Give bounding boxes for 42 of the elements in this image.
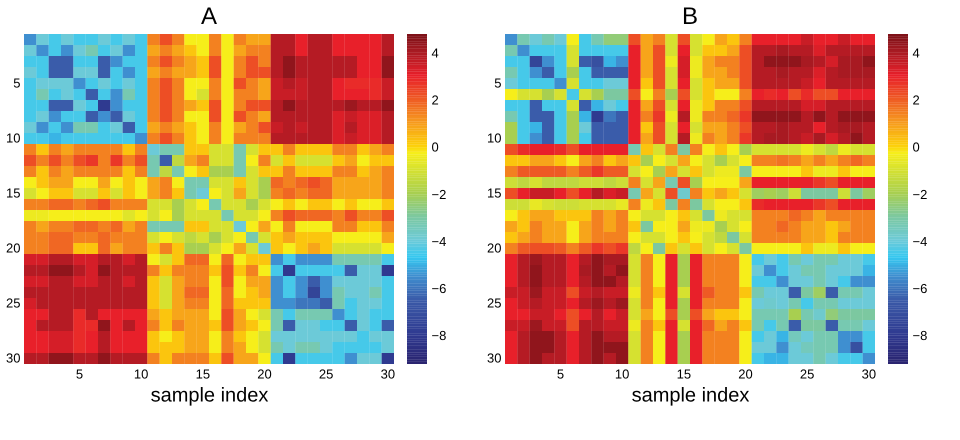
color-bar-label: 4 — [912, 45, 920, 60]
x-tick-label: 15 — [676, 366, 692, 382]
x-tick-label: 15 — [196, 366, 210, 382]
color-bar-label: −2 — [912, 186, 928, 202]
x-tick-label: 30 — [380, 366, 396, 382]
x-tick-label: 5 — [76, 366, 84, 382]
color-bar-label: −6 — [912, 281, 928, 296]
y-tick-label: 25 — [487, 296, 502, 310]
color-bar-label: 2 — [912, 92, 920, 108]
color-bar-label: 4 — [432, 45, 439, 60]
y-tick-label: 30 — [487, 350, 502, 366]
y-tick-label: 20 — [487, 240, 502, 256]
y-tick-label: 5 — [13, 76, 20, 90]
y-tick-label: 5 — [494, 76, 502, 90]
x-tick-label: 20 — [257, 366, 272, 382]
x-tick-label: 30 — [862, 366, 876, 382]
chart-title: B — [682, 3, 698, 30]
y-tick-label: 10 — [6, 130, 20, 146]
x-tick-label: 25 — [318, 366, 334, 382]
y-tick-label: 15 — [487, 186, 502, 200]
x-tick-label: 20 — [738, 366, 753, 382]
x-tick-label: 25 — [800, 366, 814, 382]
color-bar-label: −8 — [912, 328, 928, 344]
x-axis-title: sample index — [150, 384, 268, 406]
chart-title: A — [200, 3, 218, 30]
y-tick-label: 25 — [6, 296, 20, 310]
x-tick-label: 10 — [614, 366, 630, 382]
color-bar-label: −4 — [432, 234, 446, 249]
y-tick-label: 20 — [6, 240, 20, 256]
x-tick-label: 5 — [556, 366, 564, 382]
color-bar-label: 0 — [912, 140, 920, 155]
color-bar-label: 0 — [432, 140, 439, 155]
color-bar-label: 2 — [432, 92, 439, 108]
x-axis-title: sample index — [632, 384, 750, 406]
color-bar-label: −8 — [432, 328, 446, 344]
color-bar-label: −2 — [432, 186, 446, 202]
color-bar-label: −6 — [432, 281, 446, 296]
x-tick-label: 10 — [134, 366, 148, 382]
color-bar-label: −4 — [912, 234, 928, 249]
y-tick-label: 15 — [6, 186, 20, 200]
y-tick-label: 10 — [487, 130, 502, 146]
y-tick-label: 30 — [6, 350, 20, 366]
